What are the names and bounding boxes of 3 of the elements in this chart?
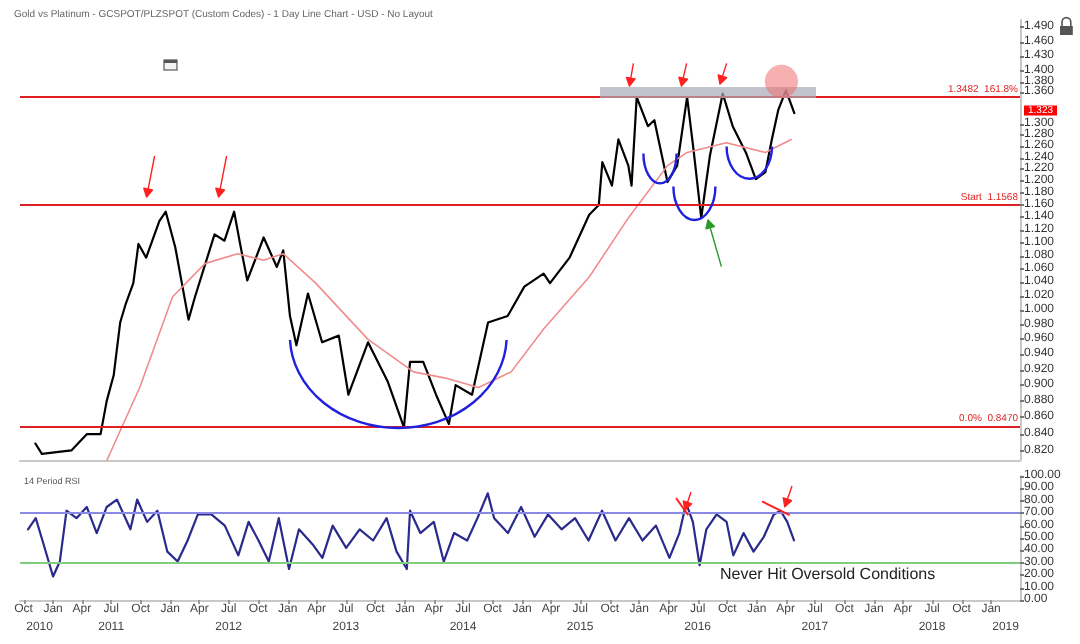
line-series [26, 491, 796, 578]
line-series [106, 138, 792, 461]
annotation: Never Hit Oversold Conditions [720, 565, 936, 583]
